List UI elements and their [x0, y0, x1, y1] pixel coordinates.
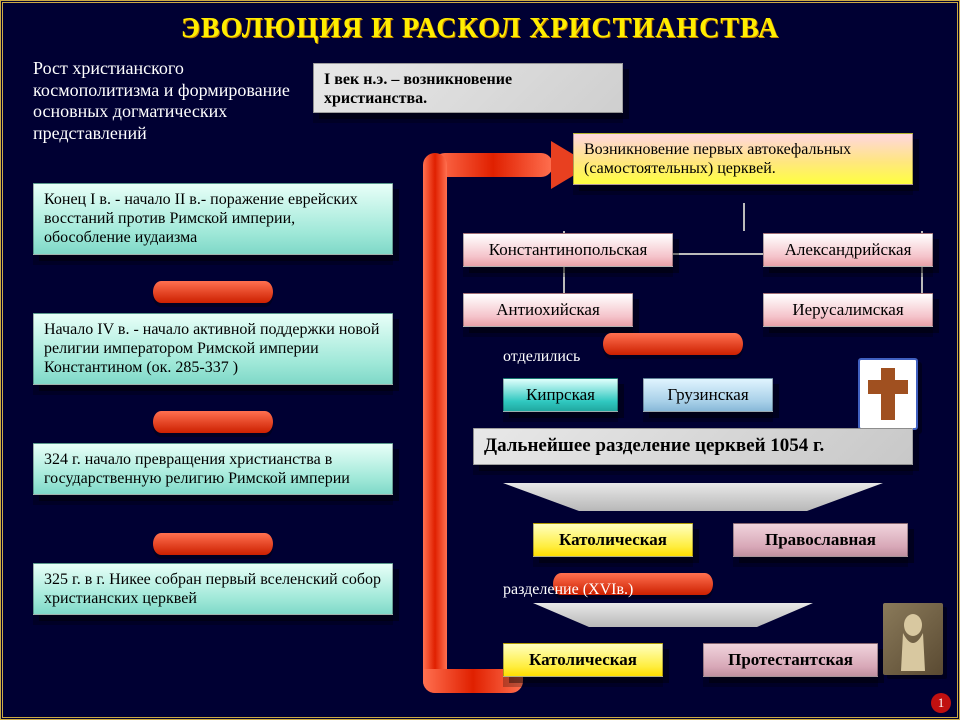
pipe-horizontal-top: [433, 153, 553, 177]
branch-catholic-16c: Католическая: [503, 643, 663, 677]
branch-catholic-1054: Католическая: [533, 523, 693, 557]
pipe-vertical: [423, 153, 447, 693]
wedge-1054: [503, 483, 883, 511]
church-bot-1: Антиохийская: [463, 293, 633, 327]
page-number: 1: [931, 693, 951, 713]
branch-protestant-16c: Протестантская: [703, 643, 878, 677]
sep-church-2: Грузинская: [643, 378, 773, 412]
page-title: ЭВОЛЮЦИЯ И РАСКОЛ ХРИСТИАНСТВА: [3, 3, 957, 51]
event-4: 325 г. в г. Никее собран первый вселенск…: [33, 563, 393, 615]
connector-2: [153, 411, 273, 433]
connector-3: [153, 533, 273, 555]
event-3: 324 г. начало превращения христианства в…: [33, 443, 393, 495]
autocephalous-box: Возникновение первых автокефальных (само…: [573, 133, 913, 185]
church-bot-2: Иерусалимская: [763, 293, 933, 327]
wedge-16c: [533, 603, 813, 627]
cross-icon: [858, 358, 918, 430]
separated-label: отделились: [503, 348, 580, 366]
connector-1: [153, 281, 273, 303]
intro-text: Рост христианского космополитизма и форм…: [33, 58, 293, 144]
church-top-2: Александрийская: [763, 233, 933, 267]
event-2: Начало IV в. - начало активной поддержки…: [33, 313, 393, 385]
branch-orthodox-1054: Православная: [733, 523, 908, 557]
tree-stem: [743, 203, 745, 231]
church-top-1: Константинопольская: [463, 233, 673, 267]
statue-icon: [883, 603, 943, 675]
split-1054: Дальнейшее разделение церквей 1054 г.: [473, 428, 913, 465]
connector-sep: [603, 333, 743, 355]
event-1: Конец I в. - начало II в.- поражение евр…: [33, 183, 393, 255]
era-box: I век н.э. – возникновение христианства.: [313, 63, 623, 113]
split16-label: разделение (XVIв.): [503, 581, 633, 599]
sep-church-1: Кипрская: [503, 378, 618, 412]
